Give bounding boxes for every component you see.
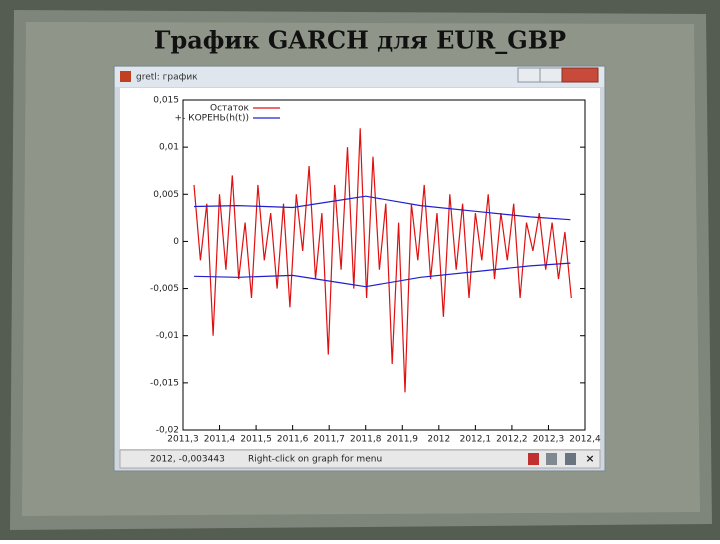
- y-tick-label: 0,01: [159, 143, 179, 153]
- close-button[interactable]: [561, 67, 599, 83]
- x-tick-label: 2011,4: [204, 435, 236, 445]
- x-tick-label: 2011,6: [277, 435, 309, 445]
- y-tick-label: -0,01: [156, 331, 179, 341]
- title-bar: [115, 67, 604, 87]
- status-coords: 2012, -0,003443: [150, 455, 225, 465]
- series-line: [193, 195, 571, 221]
- minimize-button[interactable]: [517, 67, 541, 83]
- pdf-icon[interactable]: [528, 453, 539, 465]
- window-title: gretl: график: [136, 73, 198, 83]
- app-icon: [120, 71, 131, 82]
- zoom-icon[interactable]: [565, 453, 576, 465]
- y-tick-label: -0,005: [150, 284, 179, 294]
- y-tick-label: 0,015: [153, 96, 179, 106]
- x-tick-label: 2012,4: [569, 435, 601, 445]
- status-bar: [119, 449, 601, 469]
- series-line: [193, 128, 572, 393]
- series-line: [193, 262, 571, 288]
- plot: 0,0150,010,0050-0,005-0,01-0,015-0,02201…: [150, 96, 601, 445]
- close-plot-icon[interactable]: ×: [585, 452, 594, 465]
- x-tick-label: 2011,8: [350, 435, 382, 445]
- x-tick-label: 2011,7: [313, 435, 345, 445]
- x-tick-label: 2011,9: [387, 435, 419, 445]
- y-tick-label: -0,02: [156, 426, 179, 436]
- maximize-button[interactable]: [539, 67, 563, 83]
- x-tick-label: 2012,2: [496, 435, 528, 445]
- y-tick-label: 0,005: [153, 190, 179, 200]
- x-tick-label: 2011,5: [240, 435, 272, 445]
- x-tick-label: 2011,3: [167, 435, 199, 445]
- edit-icon[interactable]: [546, 453, 557, 465]
- y-tick-label: -0,015: [150, 378, 179, 388]
- x-tick-label: 2012,3: [533, 435, 565, 445]
- legend-label: +- КОРЕНЬ(h(t)): [175, 114, 249, 124]
- x-tick-label: 2012: [427, 435, 450, 445]
- plot-frame: [182, 99, 586, 431]
- slide-title: График GARCH для EUR_GBP: [154, 26, 566, 55]
- y-tick-label: 0: [173, 237, 179, 247]
- x-tick-label: 2012,1: [460, 435, 492, 445]
- status-hint: Right-click on graph for menu: [248, 455, 382, 465]
- legend-label: Остаток: [210, 104, 250, 114]
